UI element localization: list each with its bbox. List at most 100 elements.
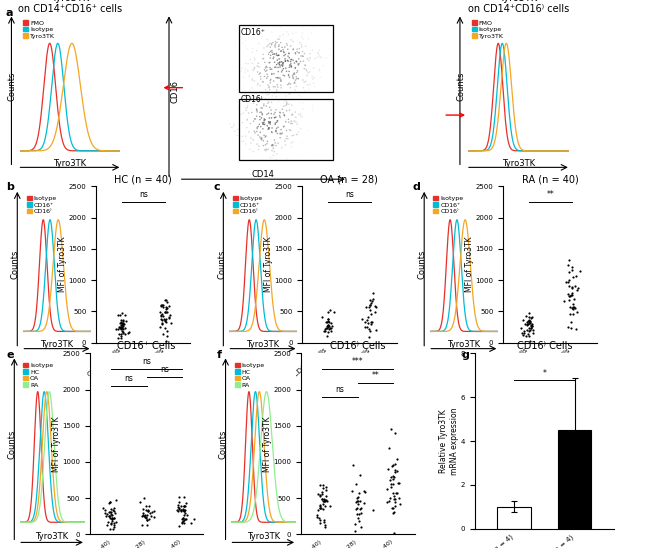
Point — [288, 73, 298, 82]
Point — [248, 147, 259, 156]
Point — [260, 58, 270, 67]
Point — [289, 68, 300, 77]
Point — [155, 301, 166, 310]
Point — [367, 288, 378, 297]
Point — [359, 487, 369, 495]
Point — [257, 133, 267, 142]
Point — [271, 105, 281, 114]
Point — [287, 110, 298, 118]
Text: e: e — [6, 350, 14, 359]
Point — [247, 76, 257, 84]
Point — [303, 35, 313, 43]
Point — [296, 93, 307, 101]
Point — [275, 32, 285, 41]
Point — [266, 70, 277, 79]
Point — [520, 319, 530, 328]
Point — [352, 513, 363, 522]
Point — [155, 308, 165, 317]
Point — [276, 83, 287, 92]
Point — [161, 295, 171, 304]
Point — [309, 82, 320, 91]
Title: CD16⁺ Cells: CD16⁺ Cells — [118, 341, 176, 351]
Point — [524, 332, 534, 340]
Point — [253, 79, 263, 88]
Point — [275, 113, 285, 122]
Point — [260, 115, 270, 124]
Point — [348, 460, 359, 469]
Point — [255, 69, 265, 78]
Point — [172, 506, 183, 515]
Point — [229, 37, 240, 46]
Point — [276, 23, 286, 32]
Point — [257, 78, 268, 87]
Point — [274, 41, 284, 49]
Point — [229, 86, 239, 95]
Point — [179, 501, 189, 510]
Point — [248, 117, 259, 125]
Point — [287, 15, 298, 24]
Point — [105, 525, 115, 534]
Point — [382, 484, 393, 493]
Point — [240, 140, 251, 149]
Point — [114, 319, 125, 328]
Point — [269, 89, 280, 98]
Point — [276, 47, 287, 55]
Point — [252, 81, 263, 90]
Point — [523, 323, 534, 332]
Point — [237, 67, 247, 76]
Point — [281, 92, 291, 100]
Point — [283, 100, 294, 109]
Point — [266, 69, 277, 78]
Point — [298, 83, 309, 92]
Point — [263, 81, 273, 89]
Point — [233, 125, 243, 134]
Point — [268, 77, 279, 85]
Point — [269, 113, 280, 122]
Point — [389, 498, 400, 506]
Point — [275, 133, 285, 142]
Point — [525, 326, 535, 334]
Point — [261, 74, 272, 83]
Text: CD16⁺: CD16⁺ — [240, 28, 265, 37]
Point — [273, 67, 283, 76]
Point — [255, 115, 265, 124]
Point — [246, 134, 256, 142]
Text: c: c — [213, 182, 220, 192]
Point — [266, 39, 277, 48]
Point — [109, 504, 120, 512]
Point — [143, 506, 153, 515]
Point — [107, 514, 118, 523]
Point — [265, 43, 276, 52]
Point — [278, 62, 288, 71]
Point — [363, 324, 374, 333]
Point — [572, 308, 582, 317]
Point — [107, 514, 118, 523]
Point — [267, 146, 278, 155]
Point — [241, 106, 252, 115]
Point — [395, 500, 405, 509]
Point — [523, 318, 534, 327]
Point — [320, 521, 330, 529]
Point — [563, 290, 573, 299]
Point — [306, 28, 317, 37]
Point — [292, 130, 302, 139]
Point — [224, 120, 235, 129]
Point — [280, 88, 290, 97]
Point — [248, 33, 259, 42]
Point — [288, 74, 298, 83]
Point — [274, 97, 284, 106]
Point — [248, 147, 258, 156]
Point — [281, 154, 291, 163]
Title: Tyro3TK
on CD14⁺CD16⁾ cells: Tyro3TK on CD14⁺CD16⁾ cells — [468, 0, 569, 14]
Point — [269, 49, 280, 58]
Title: HC (n = 40): HC (n = 40) — [114, 174, 172, 184]
Point — [352, 496, 363, 505]
Point — [264, 59, 274, 67]
Y-axis label: Counts: Counts — [456, 72, 465, 101]
Point — [559, 296, 569, 305]
Point — [271, 88, 281, 97]
Point — [161, 315, 172, 323]
Point — [265, 39, 275, 48]
Point — [179, 502, 190, 511]
Point — [281, 101, 291, 110]
